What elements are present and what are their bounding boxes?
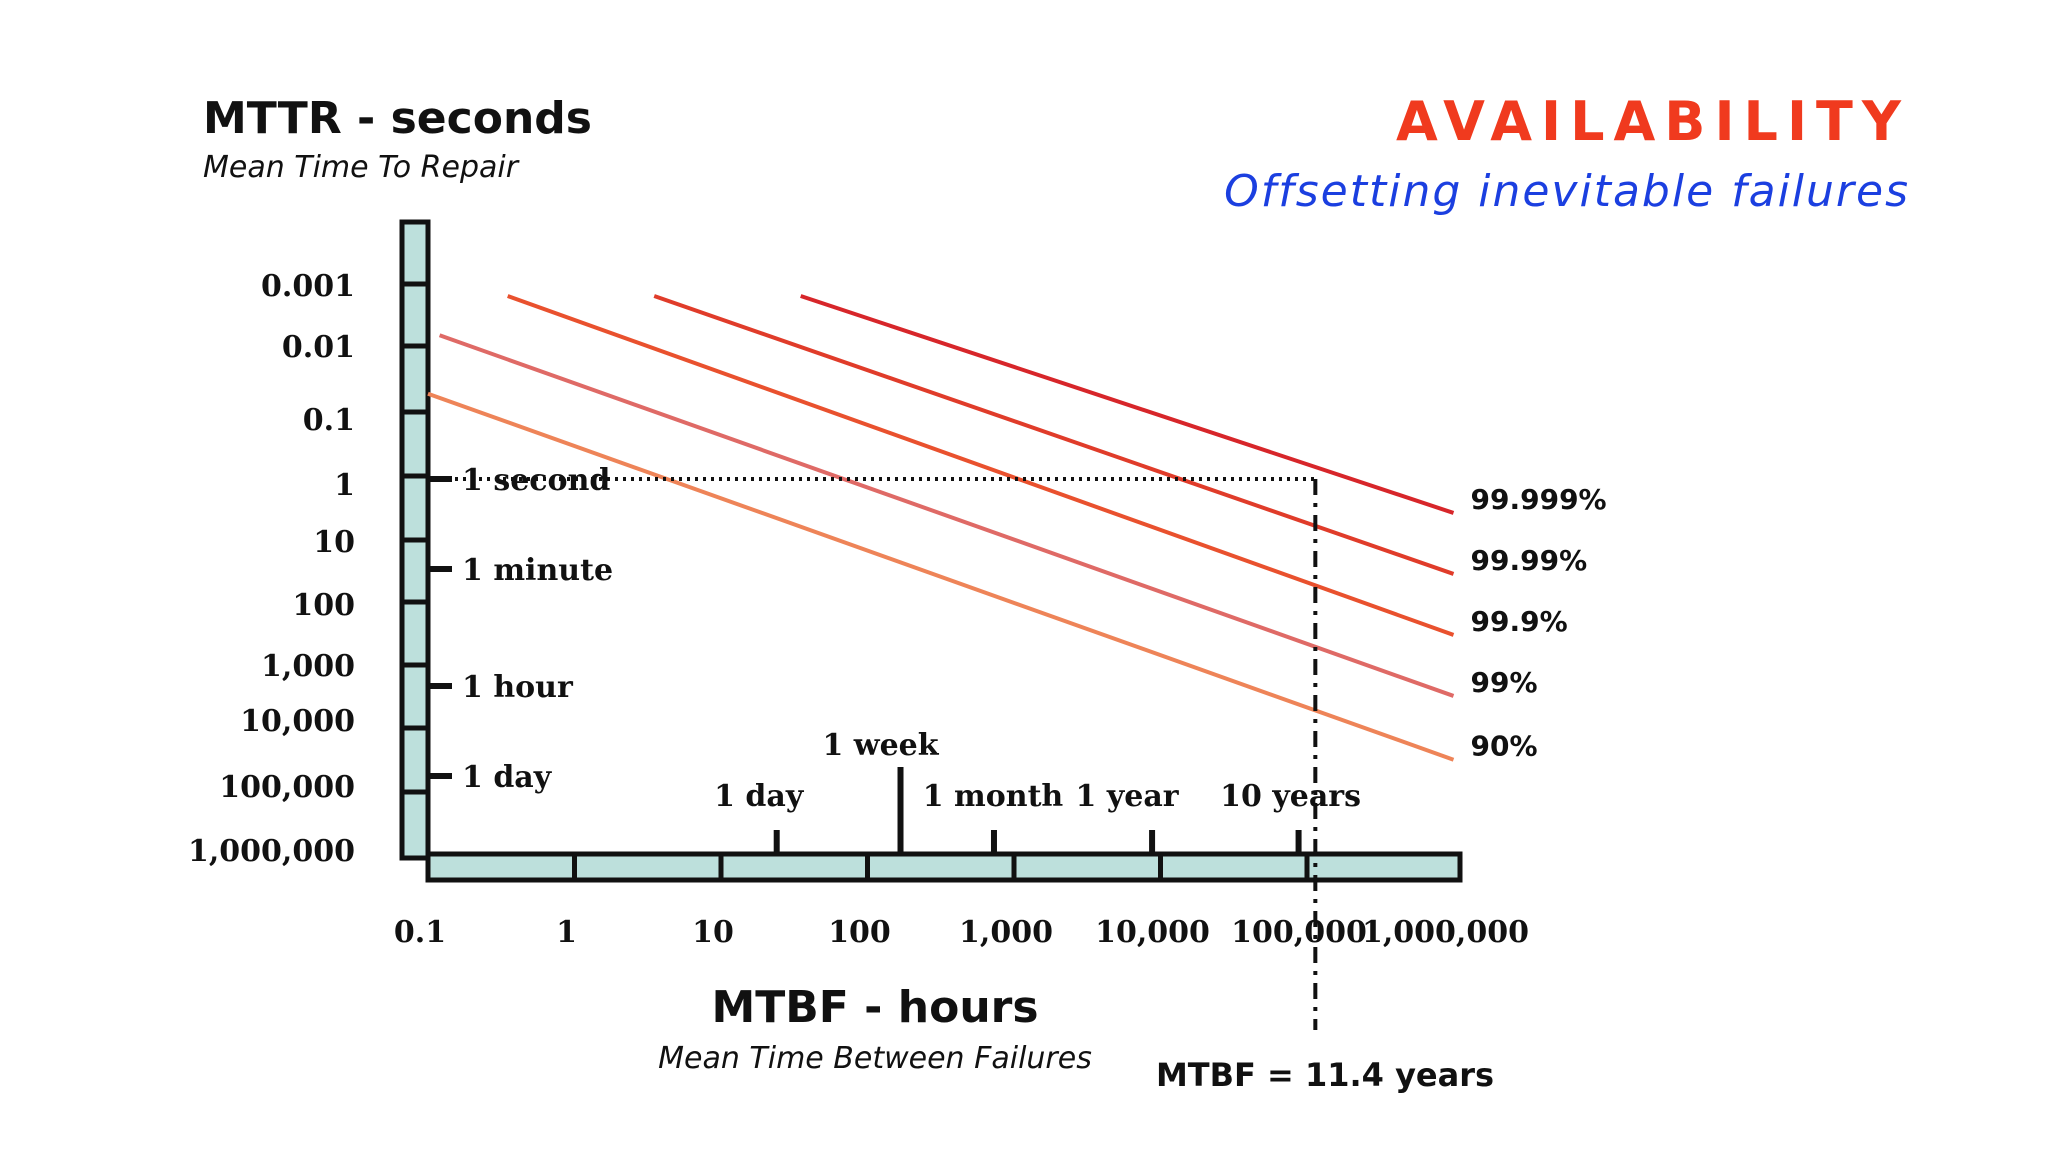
x-axis-subtitle: Mean Time Between Failures [658,1041,1092,1076]
series-label: 99.9% [1471,605,1568,638]
series-line [427,391,1455,762]
series-line [507,294,1455,637]
series-label: 99% [1471,666,1538,699]
series-line [653,294,1455,576]
y-tick-label: 1,000 [261,649,355,684]
y-time-marker-label: 1 day [462,760,553,795]
annotation-label: MTBF = 11.4 years [1156,1056,1494,1094]
series-line [800,294,1455,515]
y-time-marker-label: 1 hour [462,670,574,705]
series-line [438,333,1455,698]
y-tick-label: 10,000 [240,704,355,739]
brand-subtitle: Offsetting inevitable failures [1224,166,1910,217]
y-axis-title: MTTR - seconds [203,93,592,144]
x-axis-bar [425,851,1463,883]
y-tick-label: 1 [334,468,355,503]
y-time-marker-label: 1 minute [462,553,613,588]
x-time-marker-label: 1 week [822,728,939,763]
x-tick-label: 1,000,000 [1362,915,1529,950]
x-axis-title: MTBF - hours [711,982,1038,1033]
x-tick-label: 10 [692,915,734,950]
y-tick-label: 100 [292,588,355,623]
x-time-marker-label: 10 years [1220,779,1361,814]
x-tick-label: 1 [556,915,577,950]
y-tick-label: 0.1 [303,403,355,438]
x-tick-label: 100 [828,915,891,950]
brand-title: AVAILABILITY [1396,90,1910,153]
x-time-marker-label: 1 day [714,779,805,814]
x-tick-label: 1,000 [959,915,1053,950]
x-tick-label: 10,000 [1095,915,1210,950]
y-tick-label: 0.001 [261,269,355,304]
x-tick-label: 100,000 [1231,915,1367,950]
x-time-marker-label: 1 year [1076,779,1180,814]
x-time-marker-label: 1 month [923,779,1064,814]
series-label: 99.999% [1471,483,1607,516]
series-label: 90% [1471,730,1538,763]
y-axis-subtitle: Mean Time To Repair [203,150,520,185]
y-tick-label: 10 [313,525,355,560]
series-label: 99.99% [1471,544,1588,577]
y-tick-label: 1,000,000 [188,834,355,869]
y-tick-label: 0.01 [282,330,355,365]
y-tick-label: 100,000 [219,770,355,805]
x-tick-label: 0.1 [394,915,446,950]
